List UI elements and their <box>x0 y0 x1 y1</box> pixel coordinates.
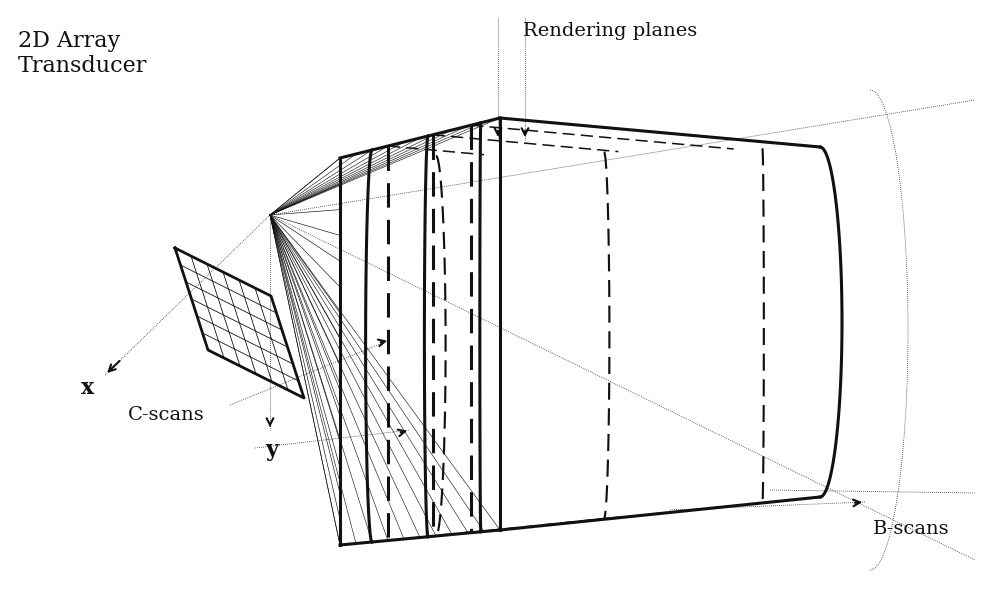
Text: x: x <box>81 377 95 399</box>
Text: 2D Array
Transducer: 2D Array Transducer <box>18 30 147 77</box>
Text: C-scans: C-scans <box>128 406 205 424</box>
Text: B-scans: B-scans <box>873 520 950 538</box>
Text: y: y <box>266 439 278 461</box>
Text: Rendering planes: Rendering planes <box>523 22 697 40</box>
